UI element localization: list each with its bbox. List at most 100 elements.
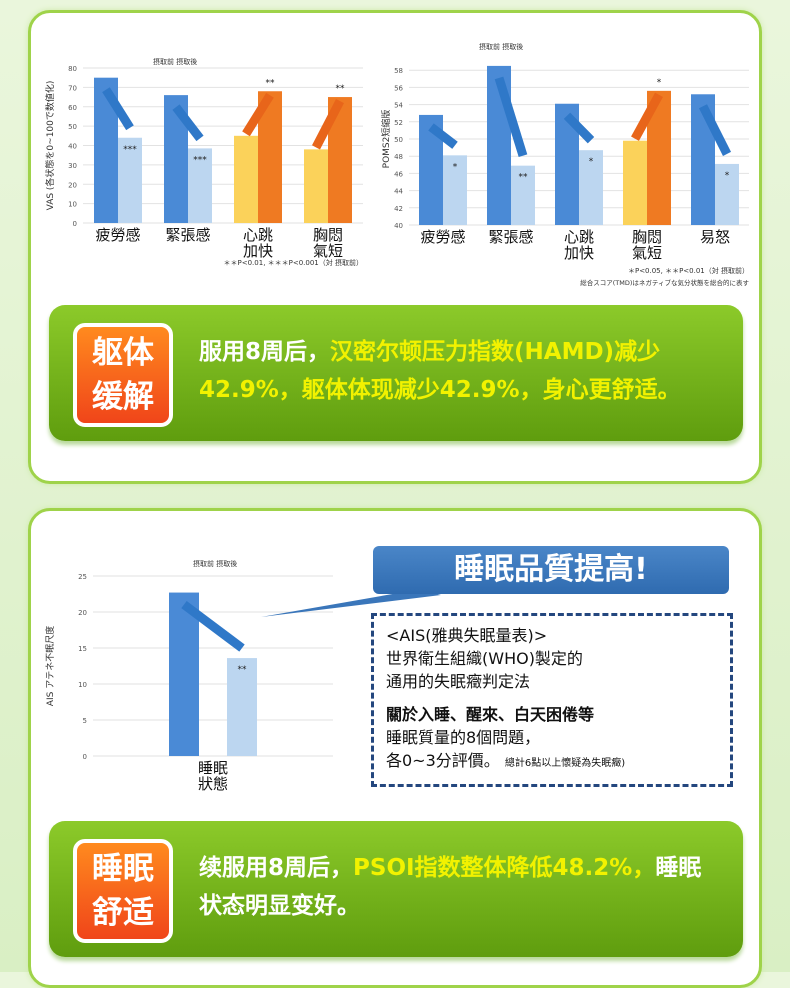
badge-line: 缓解 xyxy=(92,379,154,415)
vas-chart: 0 10 20 30 40 50 60 70 80 VAS (各状態を0~100で数値化) *** 疲… xyxy=(44,57,363,267)
y-tick-label: 20 xyxy=(78,609,87,617)
trend-arrow xyxy=(312,98,344,150)
footnote: ＊＊P<0.01, ＊＊＊P<0.001（対 摂取前） xyxy=(224,258,363,267)
bar-after xyxy=(579,150,603,225)
bar-before xyxy=(169,592,199,756)
y-tick-label: 30 xyxy=(68,162,77,170)
y-axis-label: AIS アテネ不眠尺度 xyxy=(44,626,56,706)
y-tick-label: 52 xyxy=(394,119,403,127)
y-tick-label: 56 xyxy=(394,84,403,92)
ais-info-box: <AIS(雅典失眠量表)> 世界衛生組織(WHO)製定的 通用的失眠癥判定法 關… xyxy=(371,613,733,787)
bar-before xyxy=(234,135,258,223)
x-tick-label: 狀態 xyxy=(198,775,228,793)
result-text-white: 睡眠状态明显变好。 xyxy=(199,855,702,919)
trend-arrow xyxy=(428,123,458,149)
bar-after xyxy=(188,148,212,223)
badge-line: 躯体 xyxy=(92,335,154,371)
x-tick-label: 胸悶 xyxy=(632,228,662,246)
x-tick-label: 疲勞感 xyxy=(95,226,140,244)
body-relief-badge: 躯体 缓解 xyxy=(73,323,173,427)
hamd-result-text: 服用8周后，汉密尔顿压力指数(HAMD)减少 42.9%，躯体体现减少42.9%，… xyxy=(199,333,723,409)
badge-line: 舒适 xyxy=(92,895,154,931)
legend: 摂取前 摂取後 xyxy=(193,559,237,568)
significance-mark: ** xyxy=(336,84,346,94)
x-tick-label: 胸悶 xyxy=(313,226,343,244)
result-text-white: 服用8周后， xyxy=(199,339,331,365)
significance-mark: ** xyxy=(238,665,248,675)
significance-mark: *** xyxy=(193,155,207,165)
sleep-quality-callout: 睡眠品質提高! xyxy=(373,546,729,594)
body-relief-card: 0 10 20 30 40 50 60 70 80 VAS (各状態を0~100で数値化) *** 疲… xyxy=(28,10,762,484)
info-line: <AIS(雅典失眠量表)> xyxy=(386,626,548,645)
x-tick-label: 緊張感 xyxy=(165,226,210,244)
bar-after xyxy=(118,137,142,223)
y-tick-label: 50 xyxy=(394,136,403,144)
x-tick-label: 氣短 xyxy=(632,244,662,262)
psoi-result-text: 续服用8周后，PSOI指数整体降低48.2%，睡眠状态明显变好。 xyxy=(199,849,723,925)
trend-arrow xyxy=(172,104,204,142)
y-tick-label: 15 xyxy=(78,645,87,653)
trend-arrow xyxy=(494,76,528,157)
y-tick-label: 0 xyxy=(73,220,77,228)
y-tick-label: 48 xyxy=(394,153,403,161)
result-text-yellow: PSOI指数整体降低48.2%， xyxy=(353,855,656,881)
significance-mark: ** xyxy=(519,173,529,183)
result-text-yellow: 42.9%，躯体体现减少42.9%，身心更舒适。 xyxy=(199,377,681,403)
trend-arrow xyxy=(698,104,732,156)
y-tick-label: 58 xyxy=(394,67,403,75)
y-axis-label: VAS (各状態を0~100で数値化) xyxy=(44,81,56,211)
x-tick-label: 加快 xyxy=(243,242,273,260)
y-tick-label: 70 xyxy=(68,84,77,92)
hamd-result-banner: 躯体缓解 服用8周后，汉密尔顿压力指数(HAMD)减少 42.9%，躯体体现减少4… xyxy=(49,305,743,441)
trend-arrow xyxy=(102,87,134,131)
y-tick-label: 10 xyxy=(78,681,87,689)
info-line: 通用的失眠癥判定法 xyxy=(386,672,531,691)
bar-after xyxy=(511,165,535,225)
x-tick-label: 心跳 xyxy=(243,226,273,244)
info-note: 總計6點以上懷疑為失眠癥) xyxy=(504,758,626,769)
footnote: 総合スコア(TMD)はネガティブな気分状態を総合的に表す xyxy=(580,278,749,287)
callout-pointer xyxy=(261,589,441,617)
info-line: 睡眠質量的8個問題， xyxy=(386,728,541,747)
significance-mark: * xyxy=(725,171,730,181)
significance-mark: ** xyxy=(266,78,276,88)
sleep-comfort-badge: 睡眠 舒适 xyxy=(73,839,173,943)
x-tick-label: 加快 xyxy=(564,244,594,262)
significance-mark: * xyxy=(453,162,458,172)
y-tick-label: 5 xyxy=(83,717,87,725)
x-tick-label: 易怒 xyxy=(700,228,730,246)
y-tick-label: 44 xyxy=(394,188,403,196)
psoi-result-banner: 睡眠舒适 续服用8周后，PSOI指数整体降低48.2%，睡眠状态明显变好。 xyxy=(49,821,743,957)
legend: 摂取前 摂取後 xyxy=(479,43,523,51)
bar-after xyxy=(227,658,257,756)
y-tick-label: 10 xyxy=(68,201,77,209)
x-tick-label: 氣短 xyxy=(313,242,343,260)
trend-arrow xyxy=(181,600,245,652)
trend-arrow xyxy=(631,92,663,141)
footnote: ＊P<0.05, ＊＊P<0.01（対 摂取前） xyxy=(628,266,749,275)
y-tick-label: 0 xyxy=(83,753,87,761)
y-tick-label: 60 xyxy=(68,104,77,112)
x-tick-label: 緊張感 xyxy=(488,228,533,246)
result-text-white: 续服用8周后， xyxy=(199,855,354,881)
y-tick-label: 40 xyxy=(68,143,77,151)
significance-mark: * xyxy=(589,157,594,167)
significance-mark: *** xyxy=(123,145,137,155)
legend: 摂取前 摂取後 xyxy=(153,57,197,66)
info-line: 各0~3分評價。 xyxy=(386,751,500,770)
y-tick-label: 54 xyxy=(394,102,403,110)
significance-mark: * xyxy=(657,78,662,88)
bar-before xyxy=(623,140,647,225)
x-tick-label: 睡眠 xyxy=(198,759,228,777)
x-tick-label: 心跳 xyxy=(564,228,594,246)
trend-arrow xyxy=(563,112,595,144)
y-tick-label: 46 xyxy=(394,170,403,178)
y-tick-label: 50 xyxy=(68,123,77,131)
y-tick-label: 25 xyxy=(78,573,87,581)
badge-line: 睡眠 xyxy=(92,851,154,887)
bar-after xyxy=(715,163,739,225)
y-tick-label: 20 xyxy=(68,181,77,189)
